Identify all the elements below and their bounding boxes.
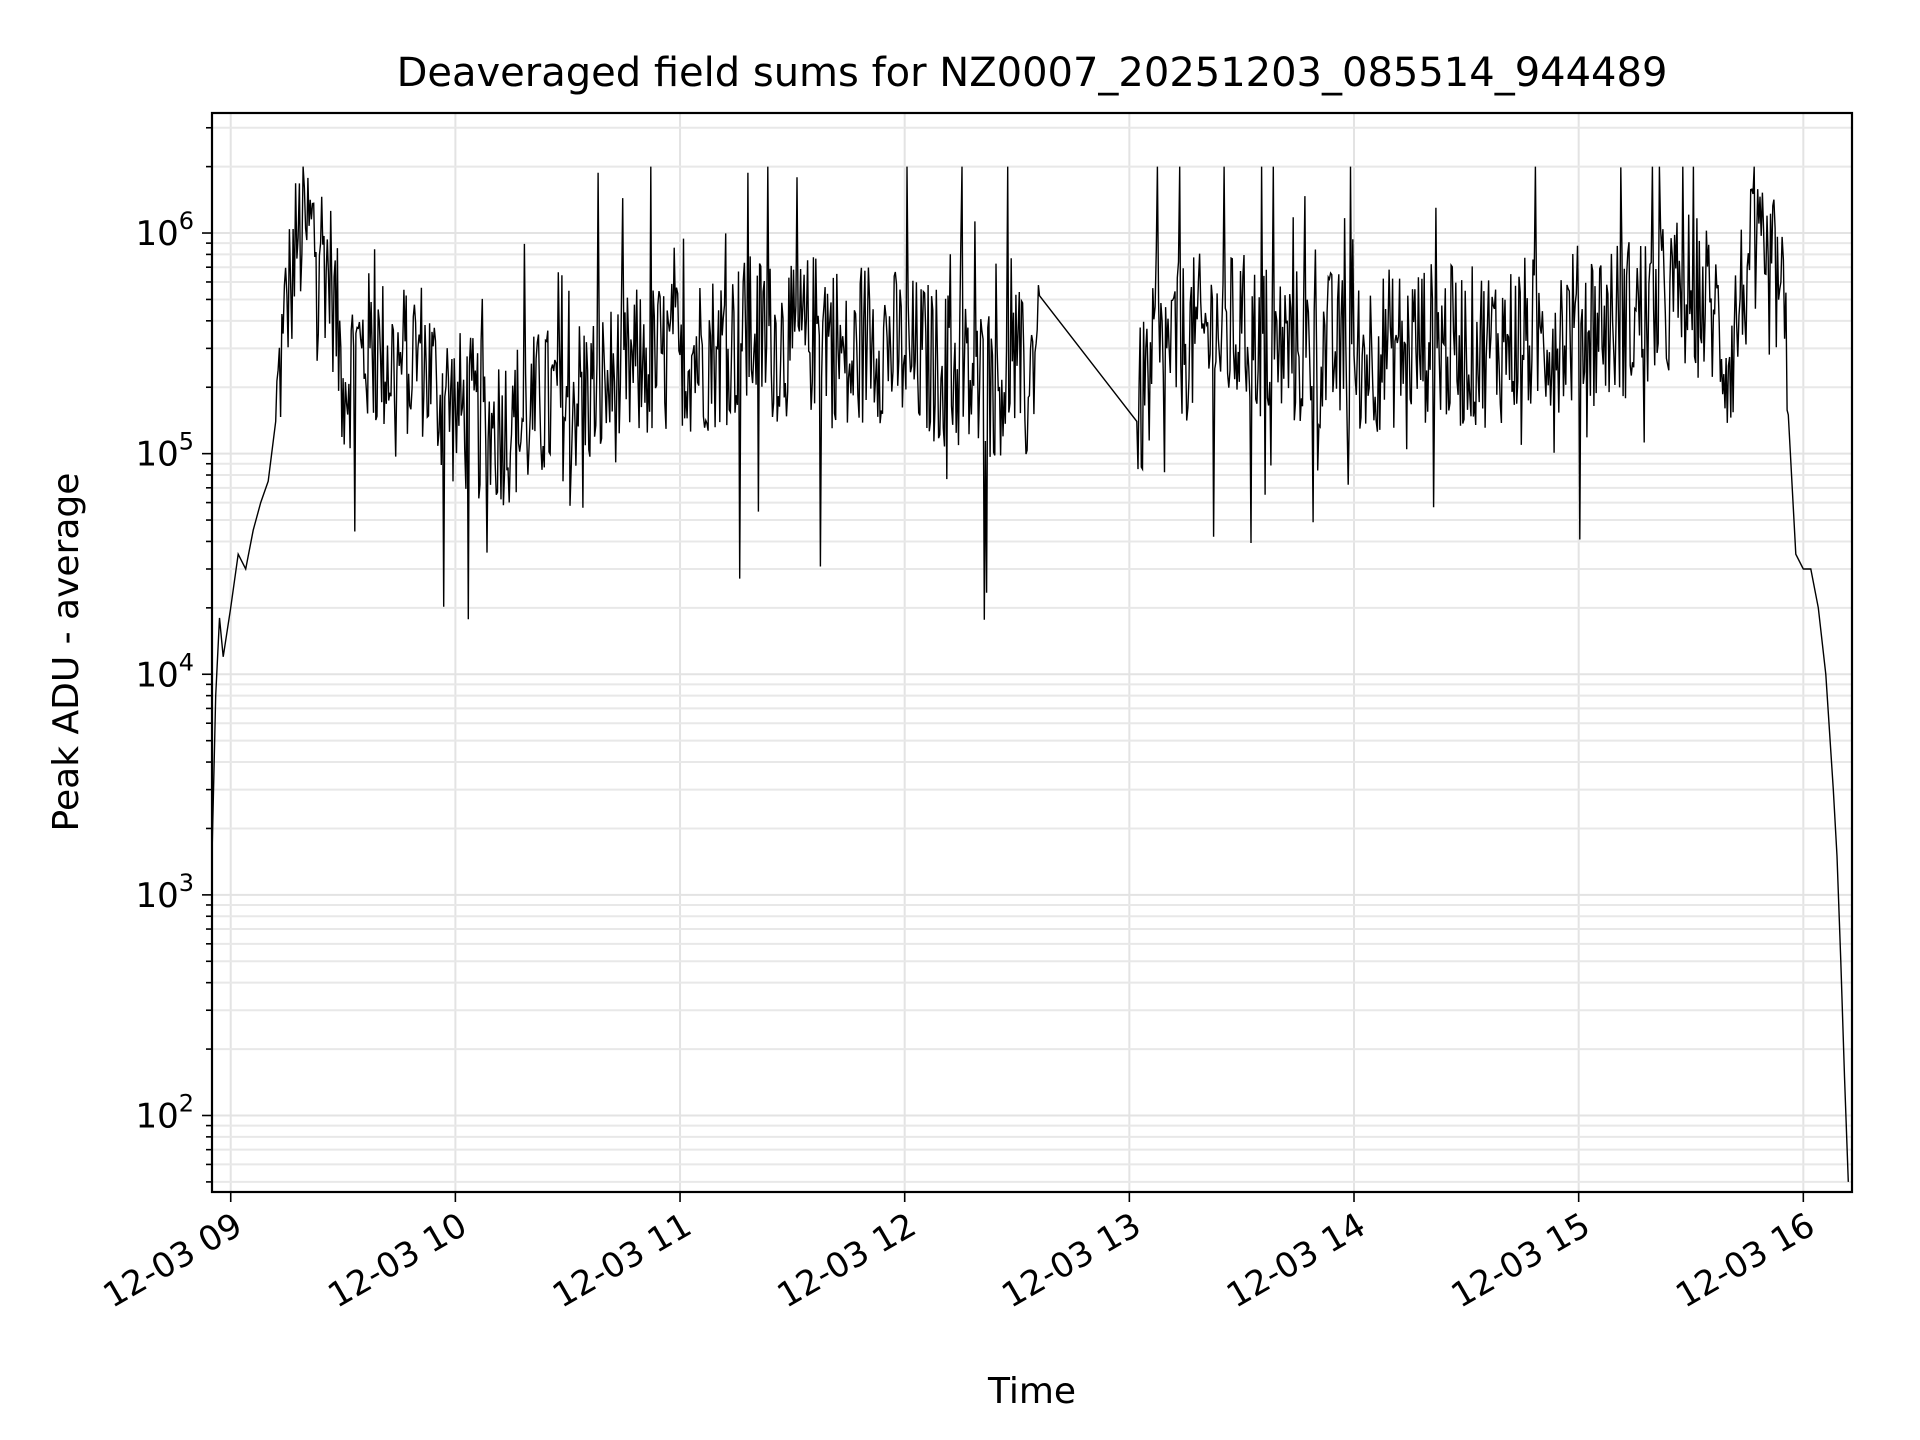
x-tick-label: 12-03 15 — [1445, 1205, 1597, 1316]
y-tick-label: 103 — [135, 869, 194, 916]
x-tick-label: 12-03 10 — [321, 1205, 473, 1316]
y-tick-exponent: 6 — [179, 207, 194, 235]
y-tick-base: 10 — [135, 876, 178, 916]
y-axis-label: Peak ADU - average — [46, 473, 87, 832]
plot-frame — [210, 111, 1854, 1194]
x-tick-label: 12-03 14 — [1220, 1205, 1372, 1316]
y-tick-base: 10 — [135, 435, 178, 475]
y-tick-base: 10 — [135, 1096, 178, 1136]
y-tick-label: 104 — [135, 648, 194, 695]
y-tick-label: 106 — [135, 207, 194, 254]
x-tick-label: 12-03 13 — [995, 1205, 1147, 1316]
series-line — [211, 166, 1849, 1182]
chart-title: Deaveraged field sums for NZ0007_2025120… — [397, 50, 1668, 96]
tick-layer: 12-03 09 12-03 10 12-03 11 12-03 12 12-03 13… — [97, 126, 1822, 1316]
y-tick-base: 10 — [135, 655, 178, 695]
y-tick-exponent: 4 — [179, 648, 194, 676]
y-tick-label: 102 — [135, 1089, 194, 1136]
x-tick-label: 12-03 16 — [1669, 1205, 1821, 1316]
data-layer — [211, 166, 1849, 1182]
x-axis-label: Time — [987, 1371, 1076, 1412]
y-tick-exponent: 2 — [179, 1089, 194, 1117]
x-tick-label: 12-03 11 — [546, 1205, 698, 1316]
y-tick-exponent: 5 — [179, 428, 194, 456]
y-tick-label: 105 — [135, 428, 194, 475]
x-tick-label: 12-03 09 — [97, 1205, 249, 1316]
y-tick-exponent: 3 — [179, 869, 194, 897]
grid-layer — [212, 113, 1852, 1192]
x-tick-label: 12-03 12 — [771, 1205, 923, 1316]
y-tick-base: 10 — [135, 214, 178, 254]
